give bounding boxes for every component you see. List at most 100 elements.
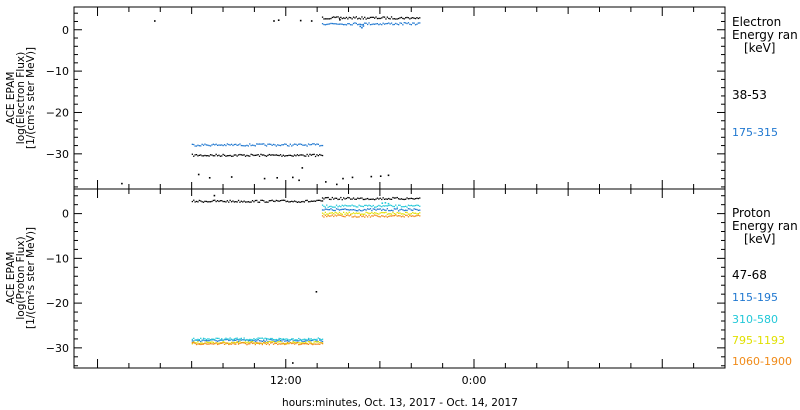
electron-data-point <box>246 144 248 146</box>
proton-data-point <box>321 342 324 344</box>
proton-data-point <box>333 209 335 212</box>
proton-data-point <box>355 206 357 208</box>
proton-data-point <box>323 198 325 200</box>
electron-data-point <box>222 144 224 147</box>
electron-data-point <box>331 16 333 19</box>
proton-data-point <box>193 199 195 201</box>
electron-data-point <box>225 155 227 157</box>
electron-data-point <box>205 144 207 146</box>
electron-data-point <box>268 153 270 156</box>
proton-data-point <box>250 341 252 343</box>
proton-data-point <box>235 337 237 340</box>
proton-data-point <box>323 213 325 215</box>
proton-data-point <box>381 206 383 208</box>
electron-data-point <box>251 154 254 156</box>
electron-data-point <box>306 145 308 147</box>
electron-data-point <box>379 17 381 20</box>
proton-data-point <box>244 342 247 345</box>
proton-data-point <box>354 213 356 215</box>
proton-data-point <box>191 340 193 342</box>
proton-data-point <box>194 342 196 345</box>
proton-data-point <box>250 201 252 203</box>
proton-data-point <box>345 205 348 207</box>
proton-data-point <box>317 343 319 345</box>
proton-data-point <box>279 339 282 342</box>
proton-data-point <box>393 213 395 215</box>
proton-data-point <box>233 338 235 340</box>
proton-data-point <box>386 213 388 215</box>
proton-data-point <box>194 342 196 344</box>
proton-data-point <box>209 339 212 341</box>
proton-data-point <box>314 341 317 343</box>
proton-data-point <box>272 341 275 343</box>
proton-legend-1060-1900: 1060-1900 <box>732 355 792 368</box>
proton-data-point <box>317 341 319 343</box>
electron-data-point <box>222 153 224 156</box>
electron-data-point <box>197 155 199 157</box>
proton-data-point <box>337 198 339 201</box>
proton-data-point <box>201 343 203 345</box>
electron-data-point <box>212 155 214 157</box>
electron-data-point <box>386 22 388 25</box>
proton-data-point <box>364 208 366 211</box>
electron-data-point <box>229 144 231 146</box>
proton-data-point <box>211 338 213 340</box>
proton-data-point <box>413 212 415 214</box>
proton-data-point <box>385 205 387 207</box>
proton-data-point <box>209 201 212 203</box>
electron-data-point <box>279 154 282 156</box>
proton-data-point <box>211 343 213 345</box>
proton-data-point <box>416 213 418 215</box>
electron-data-point <box>351 18 353 20</box>
proton-data-point <box>416 204 418 206</box>
proton-data-point <box>310 343 312 345</box>
electron-data-point <box>395 18 397 20</box>
proton-data-point <box>270 338 272 341</box>
electron-data-point <box>274 154 276 156</box>
proton-data-point <box>209 343 212 345</box>
proton-data-point <box>399 212 401 214</box>
electron-data-point <box>350 24 352 26</box>
proton-data-point <box>416 197 418 199</box>
proton-data-point <box>302 343 304 345</box>
proton-data-point <box>198 339 200 342</box>
electron-data-point <box>354 17 356 19</box>
proton-data-point <box>204 340 206 342</box>
electron-data-point <box>345 16 348 19</box>
proton-data-point <box>228 201 230 203</box>
proton-data-point <box>320 339 322 341</box>
proton-data-point <box>361 215 363 218</box>
proton-data-point <box>239 340 241 343</box>
proton-data-point <box>209 341 212 343</box>
proton-data-point <box>270 200 272 202</box>
proton-data-point <box>279 338 282 340</box>
proton-data-point <box>381 198 383 201</box>
proton-data-point <box>321 204 324 206</box>
proton-data-point <box>403 213 405 215</box>
electron-data-point <box>198 154 200 156</box>
electron-xaxis-ticks <box>97 7 695 189</box>
electron-data-point <box>236 155 238 157</box>
proton-data-point <box>285 343 287 345</box>
electron-data-point <box>218 144 220 146</box>
proton-data-point <box>260 342 262 344</box>
electron-data-point <box>387 174 390 177</box>
proton-data-point <box>222 200 224 203</box>
proton-data-point <box>382 208 384 210</box>
electron-data-point <box>326 23 328 26</box>
proton-data-point <box>376 213 379 215</box>
electron-data-point <box>281 144 283 146</box>
electron-data-point <box>277 154 279 156</box>
proton-data-point <box>312 200 314 202</box>
electron-data-point <box>367 23 369 26</box>
proton-data-point <box>228 339 230 342</box>
electron-data-point <box>254 154 256 156</box>
electron-data-point <box>321 23 324 25</box>
electron-data-point <box>154 20 156 22</box>
proton-data-point <box>200 337 202 339</box>
electron-data-point <box>264 155 266 157</box>
proton-data-point <box>299 339 301 341</box>
electron-data-point <box>378 17 380 20</box>
electron-data-point <box>359 18 362 20</box>
electron-data-point <box>374 23 376 25</box>
